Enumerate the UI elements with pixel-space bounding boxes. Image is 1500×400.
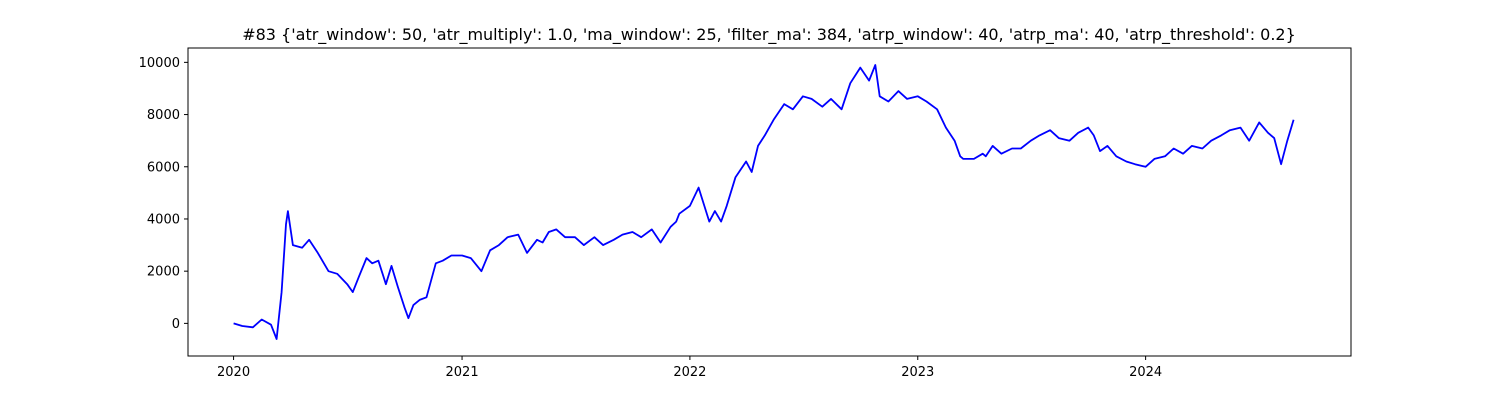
x-axis-ticks: 2020 2021 2022 2023 2024 (217, 356, 1162, 380)
x-tick-label: 2020 (217, 365, 250, 380)
x-tick-label: 2021 (446, 365, 479, 380)
x-tick-label: 2023 (901, 365, 934, 380)
y-tick-label: 0 (172, 317, 180, 332)
series-line-0 (233, 64, 1295, 340)
y-tick-label: 8000 (147, 108, 180, 123)
y-tick-label: 2000 (147, 265, 180, 280)
y-axis-ticks: 0 2000 4000 6000 8000 10000 (139, 56, 188, 332)
x-tick-label: 2022 (673, 365, 706, 380)
x-tick-label: 2024 (1129, 365, 1162, 380)
y-tick-label: 4000 (147, 212, 180, 227)
chart-title: #83 {'atr_window': 50, 'atr_multiply': 1… (242, 25, 1296, 45)
plot-area-frame (187, 47, 1352, 357)
y-tick-label: 10000 (139, 56, 180, 71)
y-tick-label: 6000 (147, 160, 180, 175)
series-layer (233, 64, 1295, 340)
